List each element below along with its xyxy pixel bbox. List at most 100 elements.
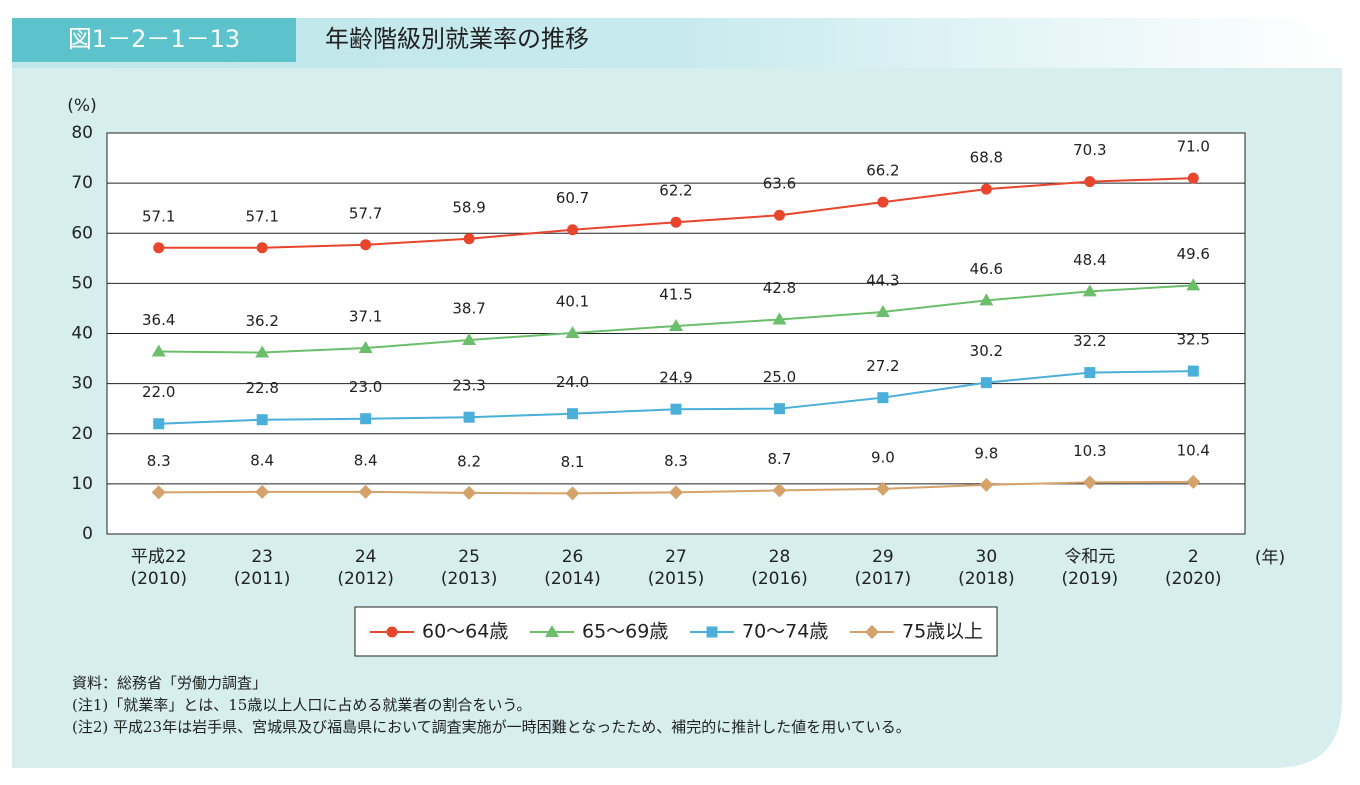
marker (565, 486, 580, 501)
marker (153, 242, 165, 254)
legend-marker (386, 626, 398, 638)
value-label: 30.2 (970, 342, 1003, 360)
x-tick-label: 28 (769, 547, 791, 567)
marker (877, 196, 889, 208)
value-label: 24.9 (659, 369, 692, 387)
y-tick-label: 60 (71, 223, 93, 243)
value-label: 40.1 (556, 292, 589, 310)
legend-label: 60～64歳 (422, 621, 508, 643)
marker (567, 224, 579, 236)
y-tick-label: 80 (71, 123, 93, 143)
value-label: 49.6 (1177, 245, 1210, 263)
x-tick-sublabel: (2015) (648, 569, 705, 589)
marker (1187, 365, 1199, 377)
marker (670, 216, 682, 228)
value-label: 10.4 (1177, 441, 1210, 459)
marker (151, 344, 166, 357)
marker (153, 418, 165, 430)
marker (875, 304, 890, 317)
x-tick-label: 平成22 (131, 547, 187, 567)
marker (877, 392, 889, 404)
y-tick-label: 70 (71, 173, 93, 193)
marker (567, 408, 579, 420)
value-label: 70.3 (1073, 141, 1106, 159)
x-tick-sublabel: (2010) (130, 569, 187, 589)
y-tick-label: 20 (71, 424, 93, 444)
figure-number-box (12, 18, 296, 62)
marker (772, 483, 787, 498)
y-unit: (%) (67, 96, 96, 116)
x-tick-sublabel: (2020) (1165, 569, 1222, 589)
value-label: 57.1 (142, 207, 175, 225)
marker (462, 485, 477, 500)
figure-number: 図1－2－1－13 (68, 25, 240, 53)
marker (669, 318, 683, 331)
x-tick-label: 令和元 (1064, 547, 1115, 567)
marker (565, 325, 580, 338)
marker (358, 484, 373, 499)
marker (360, 239, 372, 251)
value-label: 36.2 (245, 312, 278, 330)
value-label: 48.4 (1073, 251, 1106, 269)
marker (875, 481, 890, 496)
value-label: 8.1 (561, 453, 585, 471)
value-label: 46.6 (970, 260, 1003, 278)
marker (773, 403, 785, 415)
x-tick-label: 23 (251, 547, 273, 567)
legend-marker (545, 625, 559, 637)
x-tick-label: 26 (562, 547, 584, 567)
value-label: 8.2 (457, 452, 481, 470)
value-label: 25.0 (763, 368, 796, 386)
y-tick-label: 10 (71, 474, 93, 494)
marker (1084, 367, 1096, 379)
value-label: 32.2 (1073, 332, 1106, 350)
marker (256, 242, 268, 254)
legend-label: 75歳以上 (902, 621, 983, 643)
x-tick-label: 24 (355, 547, 377, 567)
value-label: 71.0 (1177, 138, 1210, 156)
marker (1186, 278, 1201, 291)
value-label: 27.2 (866, 357, 899, 375)
marker (462, 333, 477, 346)
x-tick-label: 27 (665, 547, 687, 567)
x-tick-label: 29 (872, 547, 894, 567)
marker (979, 477, 994, 492)
x-tick-sublabel: (2011) (234, 569, 291, 589)
value-label: 10.3 (1073, 442, 1106, 460)
value-label: 57.1 (245, 207, 278, 225)
marker (670, 403, 682, 415)
marker (360, 413, 372, 425)
x-tick-sublabel: (2018) (958, 569, 1015, 589)
note: (注1)「就業率」とは、15歳以上人口に占める就業者の割合をいう。 (72, 696, 531, 714)
value-label: 36.4 (142, 311, 175, 329)
marker (1082, 475, 1097, 490)
marker (463, 411, 475, 423)
value-label: 23.0 (349, 378, 382, 396)
y-tick-label: 50 (71, 273, 93, 293)
note: 資料：総務省「労働力調査」 (72, 674, 267, 692)
value-label: 9.8 (974, 444, 998, 462)
value-label: 62.2 (659, 182, 692, 200)
value-label: 60.7 (556, 189, 589, 207)
marker (979, 293, 994, 306)
y-tick-label: 30 (71, 374, 93, 394)
marker (1186, 474, 1201, 489)
header-band (12, 18, 1340, 68)
marker (773, 209, 785, 221)
legend-marker (865, 625, 879, 639)
marker (1187, 172, 1199, 184)
value-label: 8.3 (147, 452, 171, 470)
marker (358, 341, 373, 354)
marker (463, 233, 475, 245)
y-tick-label: 40 (71, 324, 93, 344)
value-label: 68.8 (970, 149, 1003, 167)
legend-marker (706, 626, 718, 638)
value-label: 58.9 (452, 198, 485, 216)
value-label: 37.1 (349, 308, 382, 326)
value-label: 63.6 (763, 175, 796, 193)
value-label: 8.7 (768, 450, 792, 468)
title: 年齢階級別就業率の推移 (325, 25, 589, 53)
marker (669, 485, 683, 500)
